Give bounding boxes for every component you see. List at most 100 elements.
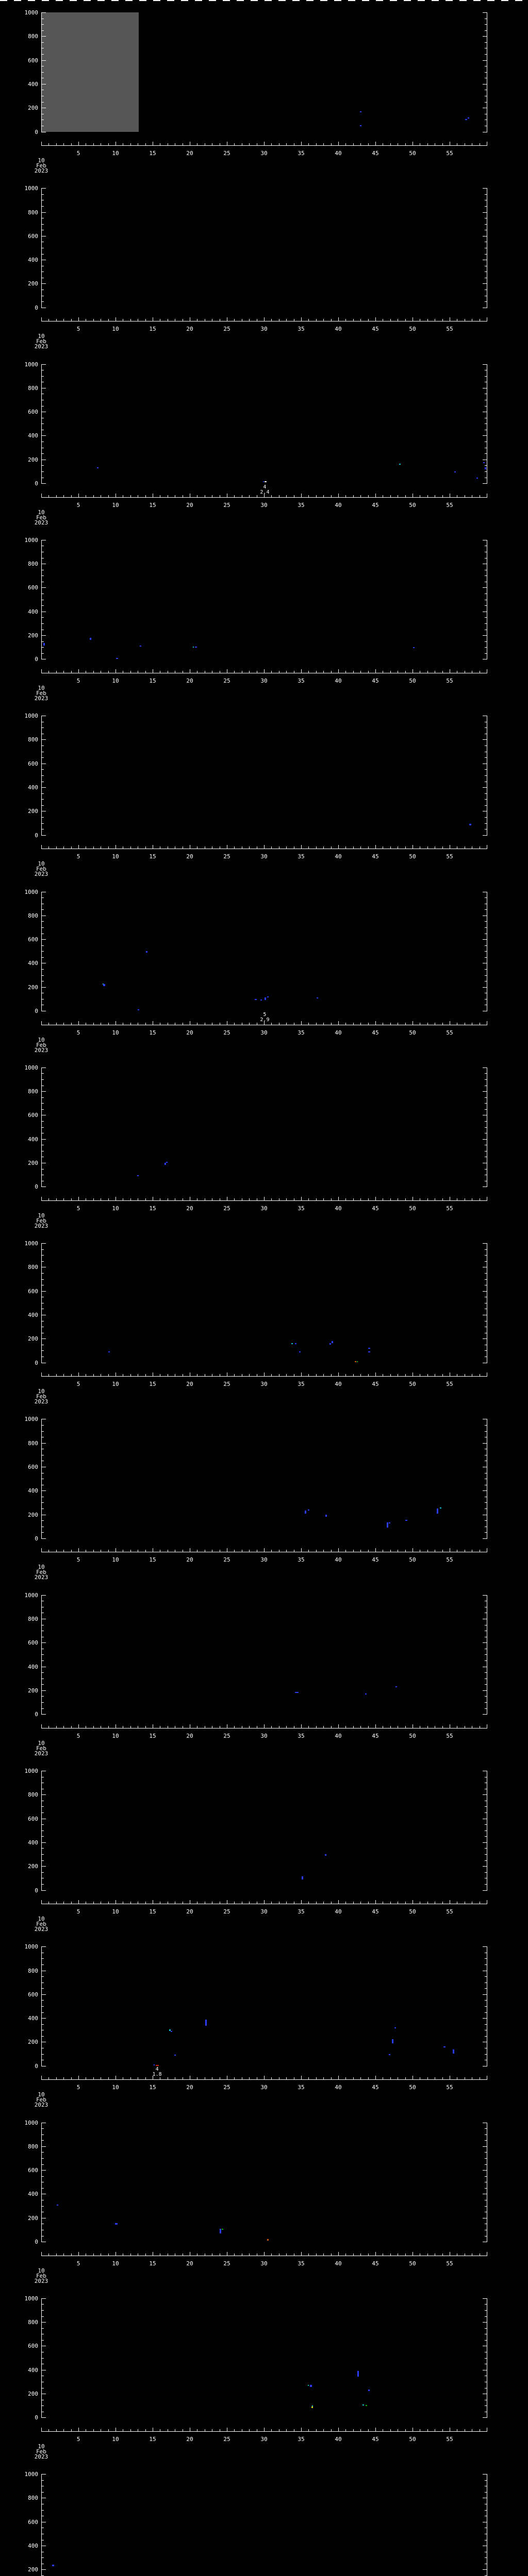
x-tick-label: 10 (112, 1908, 119, 1915)
y-tick-label: 800 (28, 561, 38, 568)
x-tick (368, 1198, 369, 1200)
x-tick (345, 495, 346, 497)
y-tick-label: 800 (28, 384, 38, 392)
spectrogram-panel: 0 200 400 600 800 1000 5 10 15 20 25 30 35 40 45 50 55 10… (0, 1231, 528, 1406)
x-tick-label: 50 (409, 1381, 416, 1388)
x-tick (56, 319, 57, 321)
y-tick (485, 1872, 487, 1873)
x-tick (48, 2253, 50, 2256)
x-tick (338, 845, 339, 849)
x-tick (48, 2077, 50, 2080)
x-tick-label: 5 (76, 326, 80, 333)
x-tick (360, 495, 361, 497)
x-tick-label: 45 (372, 1381, 379, 1388)
x-tick (56, 2429, 57, 2431)
x-tick (234, 1198, 235, 1200)
y-tick-label: 600 (28, 1287, 38, 1295)
x-tick-label: 25 (223, 150, 230, 157)
x-tick-label: 25 (223, 2084, 230, 2091)
x-tick (405, 319, 406, 321)
x-tick-label: 20 (186, 1029, 193, 1036)
x-tick (323, 1550, 324, 1552)
x-tick (360, 1022, 361, 1025)
y-tick (42, 12, 46, 13)
x-tick (249, 1374, 250, 1377)
detection-point (116, 658, 118, 659)
detection-point (291, 1343, 293, 1345)
x-tick (48, 2429, 50, 2431)
x-tick (360, 319, 361, 321)
y-tick (42, 2492, 44, 2493)
detection-point (354, 1361, 356, 1362)
x-tick (264, 1021, 265, 1025)
x-tick (316, 846, 317, 849)
detection-point (484, 467, 486, 470)
x-tick-label: 55 (446, 853, 453, 860)
x-tick-label: 35 (298, 150, 305, 157)
y-tick (485, 957, 487, 958)
detection-point (357, 1361, 358, 1362)
x-tick (145, 2429, 146, 2431)
x-tick-label: 10 (112, 1732, 119, 1739)
date-line: 2023 (34, 1222, 48, 1229)
y-tick (485, 376, 487, 377)
y-tick (42, 987, 46, 988)
x-tick (249, 670, 250, 673)
x-tick-label: 50 (409, 2084, 416, 2091)
y-tick (42, 939, 46, 940)
y-tick (42, 835, 46, 836)
x-tick (442, 846, 443, 849)
detection-point (391, 2039, 393, 2044)
x-tick (63, 2429, 64, 2431)
x-tick (368, 670, 369, 673)
x-tick (353, 846, 354, 849)
y-tick (42, 945, 44, 946)
date-line: 2023 (34, 343, 48, 350)
x-tick-label: 15 (149, 150, 156, 157)
x-tick (375, 1900, 376, 1904)
x-tick (353, 670, 354, 673)
x-tick-label: 15 (149, 1556, 156, 1564)
x-tick (130, 1374, 131, 1377)
x-tick (145, 143, 146, 145)
y-axis-left (41, 2122, 42, 2243)
x-tick (286, 143, 287, 145)
y-tick (42, 1073, 44, 1074)
y-tick-label: 600 (28, 232, 38, 240)
x-tick (353, 143, 354, 145)
x-tick-label: 35 (298, 2260, 305, 2267)
y-tick (485, 1520, 487, 1521)
detection-point (443, 2046, 446, 2047)
detection-point (155, 2064, 159, 2066)
x-tick (56, 495, 57, 497)
x-tick (412, 1900, 413, 1904)
x-tick (93, 1725, 94, 1728)
y-tick (483, 1443, 487, 1444)
date-line: 10 (38, 684, 45, 691)
x-tick (78, 845, 79, 849)
x-tick (412, 2427, 413, 2431)
x-tick-label: 10 (112, 501, 119, 509)
x-tick-label: 20 (186, 1556, 193, 1564)
y-tick (42, 1443, 46, 1444)
y-axis-left (41, 2474, 42, 2576)
y-tick (485, 1958, 487, 1959)
x-tick (405, 670, 406, 673)
detection-point (331, 1341, 333, 1343)
detection-point (365, 1693, 367, 1694)
x-tick-label: 10 (112, 2260, 119, 2267)
x-tick (345, 1198, 346, 1200)
y-tick (42, 757, 44, 758)
x-tick (93, 2253, 94, 2256)
x-tick (412, 1196, 413, 1200)
x-tick (56, 2253, 57, 2256)
x-tick (301, 493, 302, 497)
y-tick (42, 1946, 46, 1947)
x-tick (345, 846, 346, 849)
y-tick (42, 30, 44, 31)
date-line: 2023 (34, 167, 48, 174)
x-tick (271, 1022, 272, 1025)
y-axis-left (41, 2298, 42, 2418)
x-tick (264, 317, 265, 321)
y-tick-label: 800 (28, 1264, 38, 1271)
